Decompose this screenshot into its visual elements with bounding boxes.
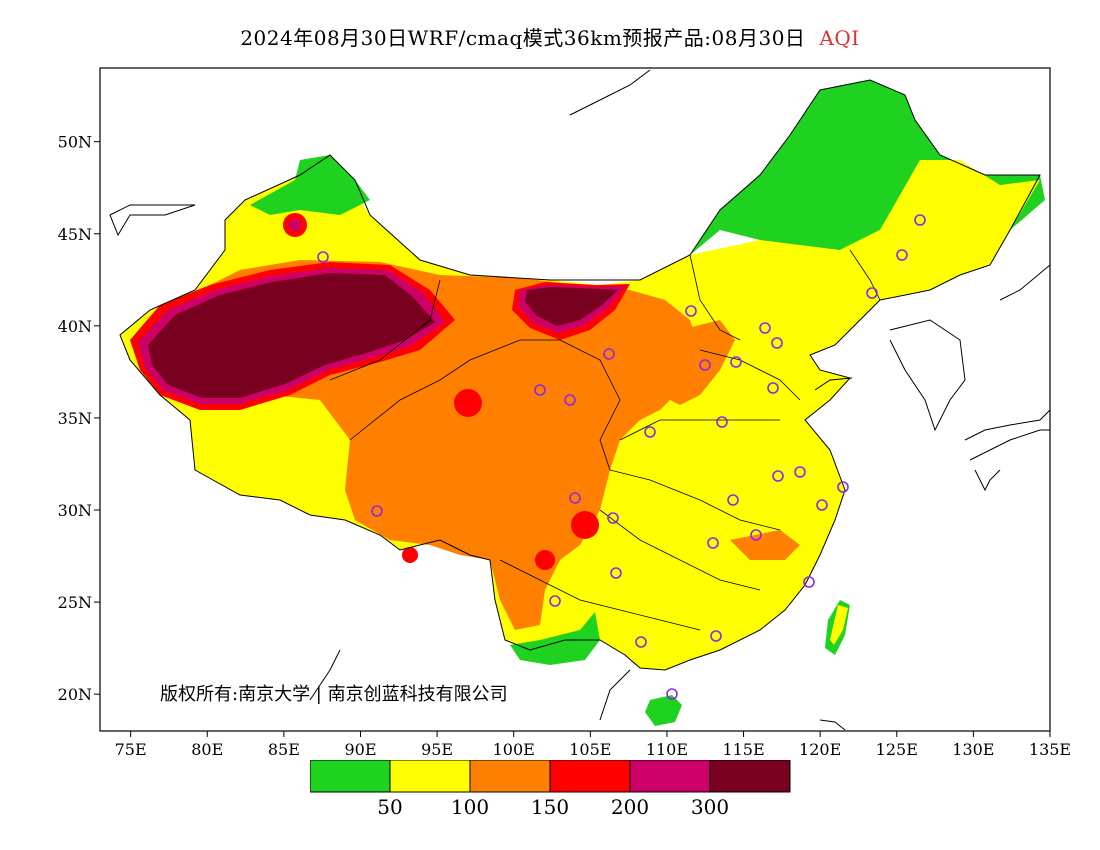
- lat-tick-label: 25N: [58, 593, 92, 612]
- lat-tick-label: 45N: [58, 225, 92, 244]
- legend-box-200-300: [629, 760, 711, 793]
- lon-tick-label: 100E: [493, 740, 535, 759]
- longitude-axis: 75E 80E 85E 90E 95E 100E 105E 110E 115E 120E 125E 1…: [115, 731, 1071, 759]
- latitude-axis: 50N 45N 40N 35N 30N 25N 20N: [58, 133, 100, 704]
- title-main: 2024年08月30日WRF/cmaq模式36km预报产品:08月30日: [240, 26, 806, 50]
- lat-tick-label: 35N: [58, 409, 92, 428]
- lat-tick-label: 20N: [58, 685, 92, 704]
- lat-tick-label: 50N: [58, 133, 92, 152]
- lon-tick-label: 115E: [722, 740, 764, 759]
- city-markers: [317, 214, 926, 700]
- province-borders: [329, 249, 881, 631]
- lon-tick-label: 105E: [569, 740, 611, 759]
- legend-label: 150: [531, 795, 569, 819]
- city-marker: [699, 359, 711, 371]
- lon-tick-label: 125E: [876, 740, 918, 759]
- legend-box-0-50: [310, 760, 391, 793]
- legend-box->300: [709, 760, 791, 793]
- lon-tick-label: 90E: [344, 740, 376, 759]
- lat-tick-label: 40N: [58, 317, 92, 336]
- lon-tick-label: 85E: [268, 740, 300, 759]
- city-marker: [534, 384, 546, 396]
- legend-box-50-100: [389, 760, 471, 793]
- legend-label: 200: [611, 795, 649, 819]
- city-marker: [794, 466, 806, 478]
- region-green-south: [510, 612, 600, 665]
- legend-label: 100: [451, 795, 489, 819]
- city-marker: [707, 537, 719, 549]
- region-green-hainan: [645, 695, 682, 726]
- legend-box-150-200: [549, 760, 631, 793]
- lon-tick-label: 80E: [191, 740, 223, 759]
- city-marker: [837, 481, 849, 493]
- hotspot-red-yunnan: [535, 550, 555, 570]
- lon-tick-label: 135E: [1029, 740, 1071, 759]
- legend-label: 50: [377, 795, 402, 819]
- city-marker: [685, 305, 697, 317]
- region-orange-north: [660, 320, 735, 405]
- copyright-notice: 版权所有:南京大学 | 南京创蓝科技有限公司: [160, 684, 508, 705]
- city-marker: [603, 348, 615, 360]
- region-maroon-taklamakan: [148, 273, 435, 398]
- legend-color-boxes: [310, 760, 791, 793]
- city-marker: [317, 251, 329, 263]
- hotspot-red-qinghai: [454, 389, 482, 417]
- lon-tick-label: 75E: [115, 740, 147, 759]
- city-marker: [914, 214, 926, 226]
- city-marker: [716, 416, 728, 428]
- legend-label: 300: [691, 795, 729, 819]
- coastlines: [109, 69, 1050, 731]
- city-marker: [666, 688, 678, 700]
- city-marker: [607, 512, 619, 524]
- city-marker: [866, 287, 878, 299]
- lat-tick-label: 30N: [58, 501, 92, 520]
- city-marker: [816, 499, 828, 511]
- city-marker: [730, 356, 742, 368]
- city-marker: [759, 322, 771, 334]
- china-border: [119, 79, 1041, 671]
- hotspot-red-tibet: [402, 547, 418, 563]
- region-orange-central: [730, 530, 800, 560]
- city-marker: [750, 529, 762, 541]
- region-maroon-badain: [525, 287, 618, 326]
- city-marker: [564, 394, 576, 406]
- city-marker: [727, 494, 739, 506]
- hotspot-maroon-dzungaria: [289, 219, 301, 231]
- aqi-legend: 50 100 150 200 300: [310, 760, 791, 819]
- city-marker: [549, 595, 561, 607]
- title-variable: AQI: [819, 26, 860, 50]
- city-marker: [803, 576, 815, 588]
- lon-tick-label: 130E: [952, 740, 994, 759]
- map-canvas: [109, 69, 1050, 731]
- map-title: 2024年08月30日WRF/cmaq模式36km预报产品:08月30日 AQI: [0, 22, 1100, 51]
- hotspot-red-sichuan: [571, 511, 599, 539]
- legend-labels: 50 100 150 200 300: [377, 795, 729, 819]
- city-marker: [771, 337, 783, 349]
- city-marker: [710, 630, 722, 642]
- city-marker: [896, 249, 908, 261]
- map-frame: [99, 67, 1051, 732]
- lon-tick-label: 110E: [646, 740, 688, 759]
- city-marker: [371, 505, 383, 517]
- region-yellow-taiwan: [830, 605, 848, 645]
- city-marker: [569, 492, 581, 504]
- legend-box-100-150: [469, 760, 551, 793]
- region-green-northwest: [250, 155, 370, 215]
- city-marker: [610, 567, 622, 579]
- city-marker: [635, 636, 647, 648]
- lon-tick-label: 120E: [799, 740, 841, 759]
- city-marker: [767, 382, 779, 394]
- city-marker: [644, 426, 656, 438]
- city-marker: [772, 470, 784, 482]
- lon-tick-label: 95E: [421, 740, 453, 759]
